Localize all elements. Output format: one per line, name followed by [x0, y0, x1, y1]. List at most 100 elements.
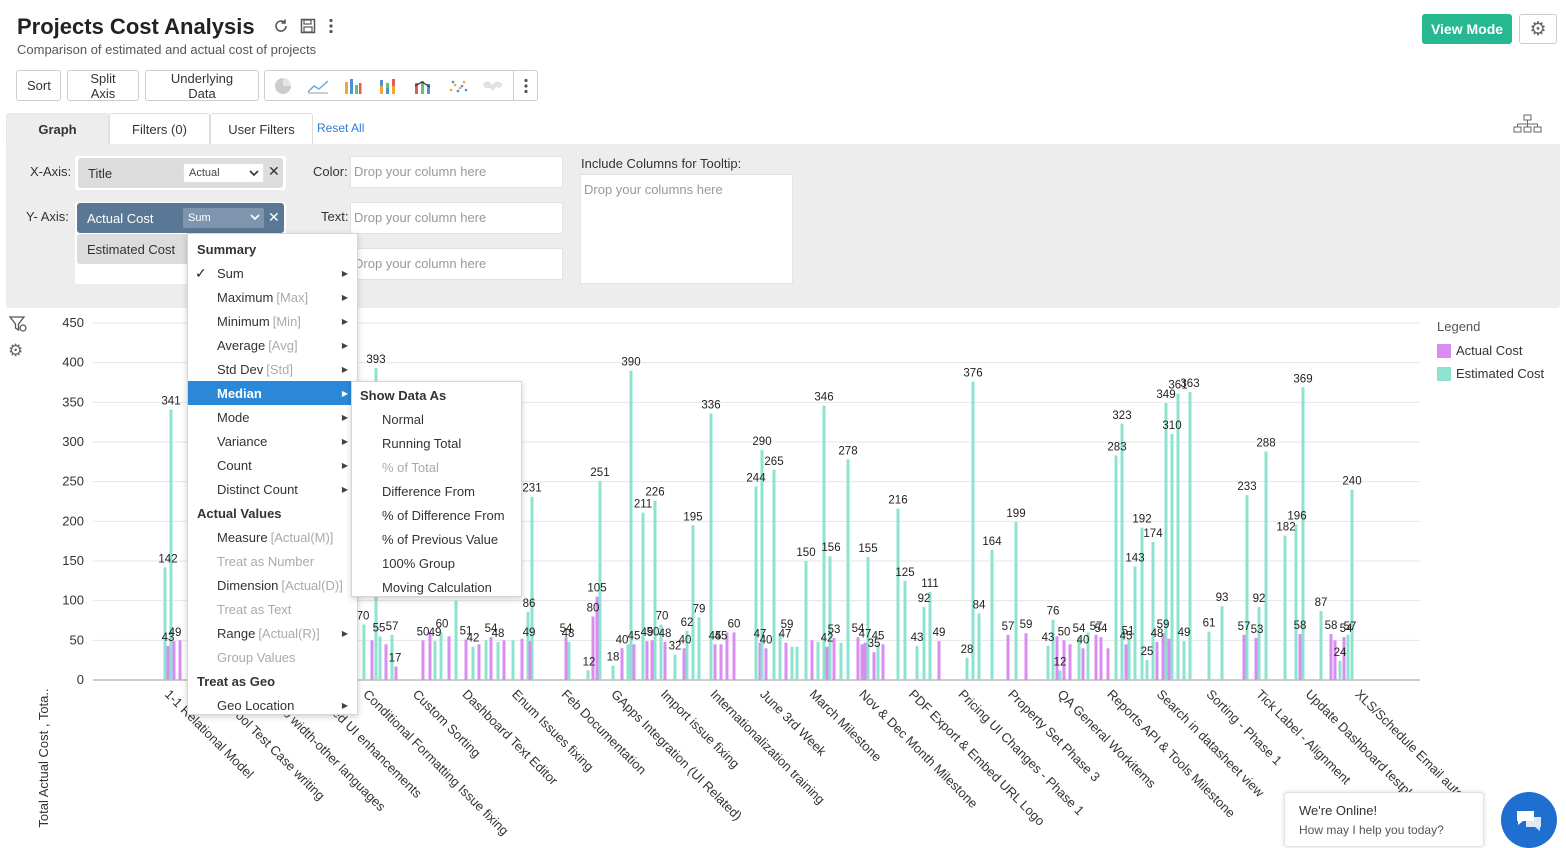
data-label: 182	[1276, 522, 1295, 534]
save-icon[interactable]	[298, 16, 318, 36]
menu-item-moving-calculation[interactable]: Moving Calculation	[352, 575, 521, 599]
extra-drop-zone[interactable]: Drop your column here	[350, 248, 563, 280]
tooltip-drop-zone[interactable]: Drop your columns here	[580, 174, 793, 284]
bar-actual-cost	[725, 632, 729, 680]
chevron-right-icon: ▶	[341, 316, 348, 326]
page-subtitle: Comparison of estimated and actual cost …	[17, 42, 317, 57]
data-label: 231	[522, 483, 541, 495]
combo-chart-icon[interactable]	[405, 71, 440, 100]
data-label: 363	[1180, 378, 1199, 390]
bar-actual-cost	[1099, 637, 1103, 680]
underlying-data-button[interactable]: Underlying Data	[145, 70, 259, 101]
menu-item-count[interactable]: Count ▶	[188, 453, 357, 477]
bar-actual-cost	[1068, 644, 1072, 680]
bar-actual-cost	[464, 639, 468, 680]
data-label: 54	[1340, 623, 1353, 635]
bar-actual-cost	[1161, 633, 1165, 680]
x-tick-label: QA General Workitems	[1055, 687, 1160, 792]
more-vertical-icon[interactable]	[321, 16, 341, 36]
data-label: 70	[656, 610, 669, 622]
menu-item-difference-from[interactable]: Difference From	[352, 479, 521, 503]
sort-button[interactable]: Sort	[16, 70, 61, 101]
reset-all-link[interactable]: Reset All	[317, 121, 365, 135]
bar-estimated-cost	[433, 641, 437, 680]
menu-item-range[interactable]: Range [Actual(R)] ▶	[188, 621, 357, 645]
chevron-right-icon: ▶	[341, 268, 348, 278]
data-label: 156	[821, 542, 840, 554]
data-label: 50	[1058, 626, 1071, 638]
chevron-down-icon	[250, 214, 260, 221]
data-label: 150	[796, 547, 815, 559]
filter-settings-icon[interactable]	[8, 314, 28, 334]
view-mode-button[interactable]: View Mode	[1422, 14, 1512, 44]
pie-chart-icon[interactable]	[265, 71, 300, 100]
data-label: 92	[1253, 593, 1266, 605]
menu-item-100-group[interactable]: 100% Group	[352, 551, 521, 575]
y-axis-field-estimated-cost[interactable]: Estimated Cost	[77, 234, 189, 264]
x-agg-select[interactable]: Actual	[183, 163, 264, 183]
page-title: Projects Cost Analysis	[17, 14, 255, 39]
menu-item-of-previous-value[interactable]: % of Previous Value	[352, 527, 521, 551]
menu-item-geo-location[interactable]: Geo Location ▶	[188, 693, 357, 717]
bar-actual-cost	[645, 641, 649, 680]
menu-item-treat-as-number: Treat as Number	[188, 549, 357, 573]
bar-estimated-cost	[1283, 535, 1287, 680]
data-label: 346	[814, 392, 833, 404]
bar-chart-icon[interactable]	[335, 71, 370, 100]
menu-item-distinct-count[interactable]: Distinct Count ▶	[188, 477, 357, 501]
menu-item-minimum[interactable]: Minimum [Min] ▶	[188, 309, 357, 333]
line-chart-icon[interactable]	[300, 71, 335, 100]
bar-estimated-cost	[928, 591, 932, 680]
bar-actual-cost	[447, 636, 451, 680]
map-icon[interactable]	[475, 71, 510, 100]
bar-actual-cost	[1254, 637, 1258, 680]
data-label: 199	[1006, 508, 1025, 520]
tab-graph[interactable]: Graph	[6, 113, 109, 145]
hierarchy-icon[interactable]	[1513, 114, 1543, 134]
chat-launcher-button[interactable]	[1501, 792, 1557, 848]
remove-y-field-icon[interactable]: ✕	[268, 209, 280, 225]
bar-actual-cost	[595, 596, 599, 680]
menu-item-maximum[interactable]: Maximum [Max] ▶	[188, 285, 357, 309]
menu-item-of-difference-from[interactable]: % of Difference From	[352, 503, 521, 527]
data-label: 288	[1256, 438, 1275, 450]
stacked-bar-icon[interactable]	[370, 71, 405, 100]
data-label: 369	[1293, 373, 1312, 385]
data-label: 40	[760, 634, 773, 646]
y-agg-value: Sum	[188, 212, 211, 224]
refresh-icon[interactable]	[271, 16, 291, 36]
color-drop-zone[interactable]: Drop your column here	[350, 156, 563, 188]
menu-item-dimension[interactable]: Dimension [Actual(D)]	[188, 573, 357, 597]
menu-item-hint: [Min]	[272, 313, 301, 329]
menu-item-variance[interactable]: Variance ▶	[188, 429, 357, 453]
menu-item-std-dev[interactable]: Std Dev [Std] ▶	[188, 357, 357, 381]
settings-button[interactable]: ⚙	[1519, 14, 1557, 44]
data-label: 57	[1090, 621, 1103, 633]
legend-item-actual-cost[interactable]: Actual Cost	[1437, 343, 1522, 358]
more-chart-types-icon[interactable]	[513, 71, 537, 100]
text-drop-zone[interactable]: Drop your column here	[350, 202, 563, 234]
menu-item-normal[interactable]: Normal	[352, 407, 521, 431]
menu-item-median[interactable]: Median ▶	[188, 381, 357, 405]
menu-item-running-total[interactable]: Running Total	[352, 431, 521, 455]
legend-item-estimated-cost[interactable]: Estimated Cost	[1437, 366, 1544, 381]
remove-x-field-icon[interactable]: ✕	[268, 163, 280, 179]
bar-estimated-cost	[629, 370, 633, 680]
menu-item-label: Summary	[197, 241, 257, 257]
bar-actual-cost	[1106, 648, 1110, 680]
menu-item-average[interactable]: Average [Avg] ▶	[188, 333, 357, 357]
chart-gear-icon[interactable]: ⚙	[8, 341, 24, 360]
menu-item-label: Sum	[217, 265, 244, 281]
bar-estimated-cost	[903, 580, 907, 680]
bar-actual-cost	[1062, 640, 1066, 680]
y-agg-select[interactable]: Sum	[183, 208, 264, 228]
tab-filters[interactable]: Filters (0)	[109, 113, 210, 145]
menu-item-sum[interactable]: Sum ✓ ▶	[188, 261, 357, 285]
tab-user-filters[interactable]: User Filters	[210, 113, 313, 145]
chevron-right-icon: ▶	[341, 460, 348, 470]
scatter-icon[interactable]	[440, 71, 475, 100]
split-axis-button[interactable]: Split Axis	[67, 70, 139, 101]
menu-item-mode[interactable]: Mode ▶	[188, 405, 357, 429]
bar-estimated-cost	[653, 500, 657, 680]
menu-item-measure[interactable]: Measure [Actual(M)]	[188, 525, 357, 549]
